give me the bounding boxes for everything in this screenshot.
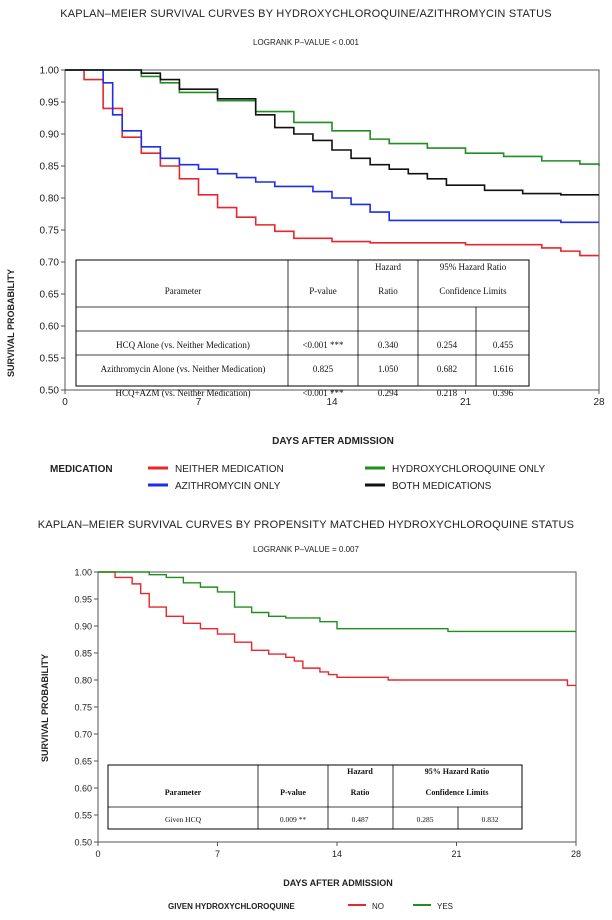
table-cell: Azithromycin Alone (vs. Neither Medicati… — [101, 364, 266, 374]
chart-1-legend-title: MEDICATION — [50, 464, 113, 475]
chart-1-series — [65, 69, 600, 257]
x-tick-label: 28 — [571, 849, 581, 859]
y-tick-label: 0.60 — [40, 322, 60, 333]
chart-1-th-pvalue: P-value — [309, 286, 337, 296]
table-cell: HCQ+AZM (vs. Neither Medication) — [115, 388, 250, 398]
chart-1-th-hazard: Hazard — [375, 262, 401, 272]
x-tick-label: 21 — [451, 849, 461, 859]
chart-1-title: KAPLAN–MEIER SURVIVAL CURVES BY HYDROXYC… — [60, 8, 552, 20]
km-curve-both-medications — [65, 69, 599, 196]
table-cell: 0.396 — [493, 388, 514, 398]
legend-label-no: NO — [372, 902, 384, 911]
table-cell: 1.050 — [378, 364, 399, 374]
chart-2-subtitle: LOGRANK P–VALUE = 0.007 — [253, 545, 359, 554]
chart-2-stats-table: Parameter P-value Hazard Ratio 95% Hazar… — [107, 764, 523, 830]
y-tick-label: 0.75 — [40, 226, 60, 237]
chart-1-ylabel: SURVIVAL PROBABILITY — [6, 269, 16, 377]
y-tick-label: 1.00 — [40, 66, 60, 77]
km-curve-neither-medication — [65, 69, 599, 257]
table-cell: 1.616 — [493, 364, 514, 374]
x-tick-label: 14 — [326, 397, 338, 408]
chart-2-svg: SURVIVAL PROBABILITY DAYS AFTER ADMISSIO… — [40, 568, 581, 912]
chart-2-th-ratio: Ratio — [351, 788, 370, 797]
y-tick-label: 0.70 — [74, 730, 92, 740]
chart-1-th-ratio: Ratio — [378, 286, 398, 296]
chart-2-ylabel: SURVIVAL PROBABILITY — [40, 654, 50, 762]
chart-2-xlabel: DAYS AFTER ADMISSION — [283, 878, 393, 888]
table-cell: 0.682 — [437, 364, 457, 374]
chart-1-th-ci: 95% Hazard Ratio — [440, 262, 507, 272]
table-cell: 0.009 ** — [280, 815, 307, 824]
y-tick-label: 0.85 — [40, 162, 60, 173]
y-tick-label: 0.80 — [74, 676, 92, 686]
chart-1-stats-table: Parameter P-value Hazard Ratio 95% Hazar… — [75, 259, 530, 398]
km-curve-azithromycin-only — [65, 69, 599, 224]
y-tick-label: 0.55 — [74, 811, 92, 821]
y-tick-label: 0.70 — [40, 258, 60, 269]
y-tick-label: 0.65 — [40, 290, 60, 301]
y-tick-label: 1.00 — [74, 568, 92, 578]
x-tick-label: 0 — [95, 849, 100, 859]
chart-1-table-frame — [75, 259, 530, 387]
chart-2-th-hazard: Hazard — [347, 767, 373, 776]
x-tick-label: 7 — [215, 849, 220, 859]
km-curve-no — [98, 571, 576, 687]
legend-label-both: BOTH MEDICATIONS — [392, 481, 492, 492]
chart-2-series — [98, 571, 576, 687]
chart-2-table-frame — [107, 764, 523, 830]
chart-2-th-ci-limits: Confidence Limits — [426, 788, 489, 797]
table-cell: 0.285 — [417, 815, 434, 824]
chart-1-th-parameter: Parameter — [165, 286, 201, 296]
chart-2-th-ci: 95% Hazard Ratio — [425, 767, 489, 776]
km-curve-yes — [98, 571, 576, 633]
chart-1-xlabel: DAYS AFTER ADMISSION — [272, 436, 394, 447]
table-cell: 0.254 — [437, 340, 458, 350]
chart-2-title: KAPLAN–MEIER SURVIVAL CURVES BY PROPENSI… — [37, 519, 575, 531]
y-tick-label: 0.65 — [74, 757, 92, 767]
km-curve-hydroxychloroquine-only — [65, 69, 600, 166]
y-tick-label: 0.60 — [74, 784, 92, 794]
y-tick-label: 0.95 — [74, 595, 92, 605]
table-cell: 0.218 — [437, 388, 458, 398]
chart-1-ticks: 0.50 0.55 0.60 0.65 0.70 0.75 0.80 0.85 0.90 0.95… — [40, 66, 605, 409]
chart-1-subtitle: LOGRANK P–VALUE < 0.001 — [253, 38, 359, 47]
chart-2-legend-title: GIVEN HYDROXYCHLOROQUINE — [168, 902, 295, 911]
legend-label-hcq: HYDROXYCHLOROQUINE ONLY — [392, 464, 546, 475]
x-tick-label: 21 — [460, 397, 472, 408]
table-cell: 0.340 — [378, 340, 399, 350]
table-cell: 0.294 — [378, 388, 399, 398]
table-cell: 0.825 — [313, 364, 334, 374]
table-cell: HCQ Alone (vs. Neither Medication) — [116, 340, 250, 350]
y-tick-label: 0.90 — [74, 622, 92, 632]
y-tick-label: 0.95 — [40, 98, 60, 109]
y-tick-label: 0.55 — [40, 354, 60, 365]
chart-2-ticks: 0.50 0.55 0.60 0.65 0.70 0.75 0.80 0.85 0.90 0.95… — [74, 568, 581, 860]
legend-label-azithromycin: AZITHROMYCIN ONLY — [175, 481, 281, 492]
x-tick-label: 14 — [332, 849, 342, 859]
chart-1-svg: SURVIVAL PROBABILITY DAYS AFTER ADMISSIO… — [6, 66, 605, 493]
legend-label-yes: YES — [437, 902, 453, 911]
table-cell: 0.487 — [352, 815, 369, 824]
y-tick-label: 0.90 — [40, 130, 60, 141]
chart-2-legend: GIVEN HYDROXYCHLOROQUINE NO YES — [168, 902, 453, 911]
table-cell: <0.001 *** — [302, 340, 344, 350]
table-cell: <0.001 *** — [302, 388, 344, 398]
x-tick-label: 7 — [196, 397, 202, 408]
x-tick-label: 0 — [62, 397, 68, 408]
x-tick-label: 28 — [593, 397, 605, 408]
y-tick-label: 0.80 — [40, 194, 60, 205]
chart-2-th-pvalue: P-value — [280, 788, 306, 797]
table-cell: 0.832 — [482, 815, 499, 824]
y-tick-label: 0.50 — [40, 386, 60, 397]
y-tick-label: 0.50 — [74, 838, 92, 848]
y-tick-label: 0.75 — [74, 703, 92, 713]
chart-2-th-parameter: Parameter — [165, 788, 202, 797]
table-cell: 0.455 — [493, 340, 514, 350]
chart-1-th-ci-limits: Confidence Limits — [439, 286, 507, 296]
table-cell: Given HCQ — [165, 815, 202, 824]
legend-label-neither: NEITHER MEDICATION — [175, 464, 284, 475]
y-tick-label: 0.85 — [74, 649, 92, 659]
chart-1-legend: MEDICATION NEITHER MEDICATION AZITHROMYC… — [50, 464, 546, 492]
